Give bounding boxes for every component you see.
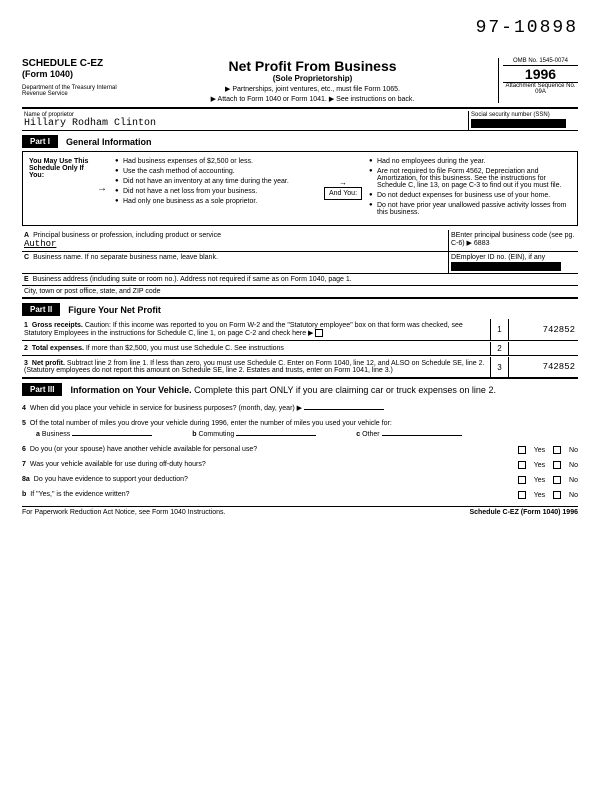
form-label: (Form 1040) bbox=[22, 69, 127, 79]
part-1-title: General Information bbox=[66, 137, 152, 147]
field-e-label: Business address (including suite or roo… bbox=[33, 276, 352, 283]
line-6-text: Do you (or your spouse) have another veh… bbox=[30, 446, 257, 453]
line-1-bold: Gross receipts. bbox=[32, 322, 83, 329]
line-5-text: Of the total number of miles you drove y… bbox=[30, 420, 392, 427]
department-label: Department of the Treasury Internal Reve… bbox=[22, 85, 127, 97]
and-you-box: And You: bbox=[324, 187, 362, 200]
criteria-item: Are not required to file Form 4562, Depr… bbox=[369, 168, 571, 189]
form-title: Net Profit From Business bbox=[127, 58, 498, 74]
part-3-title: Information on Your Vehicle. Complete th… bbox=[70, 385, 496, 395]
line-5c-label: Other bbox=[362, 431, 380, 438]
may-use-label: You May Use This Schedule Only If You: bbox=[29, 158, 88, 179]
checkbox[interactable] bbox=[518, 491, 526, 499]
line-5b-label: Commuting bbox=[198, 431, 234, 438]
line-3-bold: Net profit. bbox=[32, 360, 65, 367]
line-2-text: If more than $2,500, you must use Schedu… bbox=[84, 345, 284, 352]
field-b-value: 6883 bbox=[474, 240, 490, 247]
line-4-text: When did you place your vehicle in servi… bbox=[30, 405, 302, 412]
form-note-2: ▶ Attach to Form 1040 or Form 1041. ▶ Se… bbox=[127, 95, 498, 103]
ssn-redacted bbox=[471, 119, 566, 128]
criteria-item: Do not deduct expenses for business use … bbox=[369, 192, 571, 199]
part-3-badge: Part III bbox=[22, 383, 62, 396]
document-number: 97-10898 bbox=[22, 18, 578, 38]
checkbox[interactable] bbox=[518, 461, 526, 469]
line-1-value: 742852 bbox=[508, 319, 578, 340]
line-3-value: 742852 bbox=[508, 357, 578, 377]
checkbox[interactable] bbox=[315, 329, 323, 337]
checkbox[interactable] bbox=[553, 446, 561, 454]
field-b-label: Enter principal business code (see pg. C… bbox=[451, 232, 574, 247]
part-2-badge: Part II bbox=[22, 303, 60, 316]
form-note-1: ▶ Partnerships, joint ventures, etc., mu… bbox=[127, 85, 498, 93]
line-8a-text: Do you have evidence to support your ded… bbox=[34, 476, 188, 483]
line-8b-text: If "Yes," is the evidence written? bbox=[30, 491, 129, 498]
field-c-label: Business name. If no separate business n… bbox=[33, 254, 218, 261]
field-a-label: Principal business or profession, includ… bbox=[33, 232, 221, 239]
general-info-box: You May Use This Schedule Only If You: →… bbox=[22, 151, 578, 226]
line-7-text: Was your vehicle available for use durin… bbox=[30, 461, 206, 468]
schedule-label: SCHEDULE C-EZ bbox=[22, 58, 127, 69]
footer-left: For Paperwork Reduction Act Notice, see … bbox=[22, 509, 225, 516]
line-2-value bbox=[508, 342, 578, 355]
footer-right: Schedule C-EZ (Form 1040) 1996 bbox=[469, 509, 578, 516]
line-4-field[interactable] bbox=[304, 409, 384, 410]
line-3-text: Subtract line 2 from line 1. If less tha… bbox=[24, 360, 484, 374]
line-1-box: 1 bbox=[490, 319, 508, 340]
line-2-num: 2 bbox=[24, 345, 28, 352]
criteria-item: Did not have an inventory at any time du… bbox=[115, 178, 317, 185]
criteria-item: Do not have prior year unallowed passive… bbox=[369, 202, 571, 216]
arrow-right-icon: → bbox=[339, 178, 347, 187]
criteria-item: Use the cash method of accounting. bbox=[115, 168, 317, 175]
checkbox[interactable] bbox=[518, 446, 526, 454]
part-1-badge: Part I bbox=[22, 135, 58, 148]
ssn-label: Social security number (SSN) bbox=[471, 112, 576, 118]
checkbox[interactable] bbox=[518, 476, 526, 484]
checkbox[interactable] bbox=[553, 476, 561, 484]
checkbox[interactable] bbox=[553, 491, 561, 499]
criteria-item: Had no employees during the year. bbox=[369, 158, 571, 165]
line-1-num: 1 bbox=[24, 322, 28, 329]
city-label: City, town or post office, state, and ZI… bbox=[24, 288, 161, 295]
field-a-value: Author bbox=[24, 239, 56, 249]
line-5a-label: Business bbox=[42, 431, 70, 438]
line-5b-field[interactable] bbox=[236, 435, 316, 436]
line-5c-field[interactable] bbox=[382, 435, 462, 436]
line-5a-field[interactable] bbox=[72, 435, 152, 436]
line-3-num: 3 bbox=[24, 360, 28, 367]
form-header: SCHEDULE C-EZ (Form 1040) Department of … bbox=[22, 58, 578, 109]
attachment-seq: Attachment Sequence No. 09A bbox=[503, 83, 578, 95]
criteria-item: Did not have a net loss from your busine… bbox=[115, 188, 317, 195]
tax-year: 1996 bbox=[503, 66, 578, 83]
form-subtitle: (Sole Proprietorship) bbox=[127, 74, 498, 83]
line-2-box: 2 bbox=[490, 342, 508, 355]
criteria-item: Had business expenses of $2,500 or less. bbox=[115, 158, 317, 165]
part-2-title: Figure Your Net Profit bbox=[68, 305, 161, 315]
arrow-right-icon: → bbox=[95, 158, 109, 219]
line-2-bold: Total expenses. bbox=[32, 345, 84, 352]
checkbox[interactable] bbox=[553, 461, 561, 469]
ein-redacted bbox=[451, 262, 561, 271]
criteria-item: Had only one business as a sole propriet… bbox=[115, 198, 317, 205]
line-3-box: 3 bbox=[490, 357, 508, 377]
proprietor-name: Hillary Rodham Clinton bbox=[24, 118, 466, 129]
field-d-label: Employer ID no. (EIN), if any bbox=[456, 254, 545, 261]
line-1-text: Caution: If this income was reported to … bbox=[24, 322, 463, 337]
omb-number: OMB No. 1545-0074 bbox=[503, 58, 578, 66]
